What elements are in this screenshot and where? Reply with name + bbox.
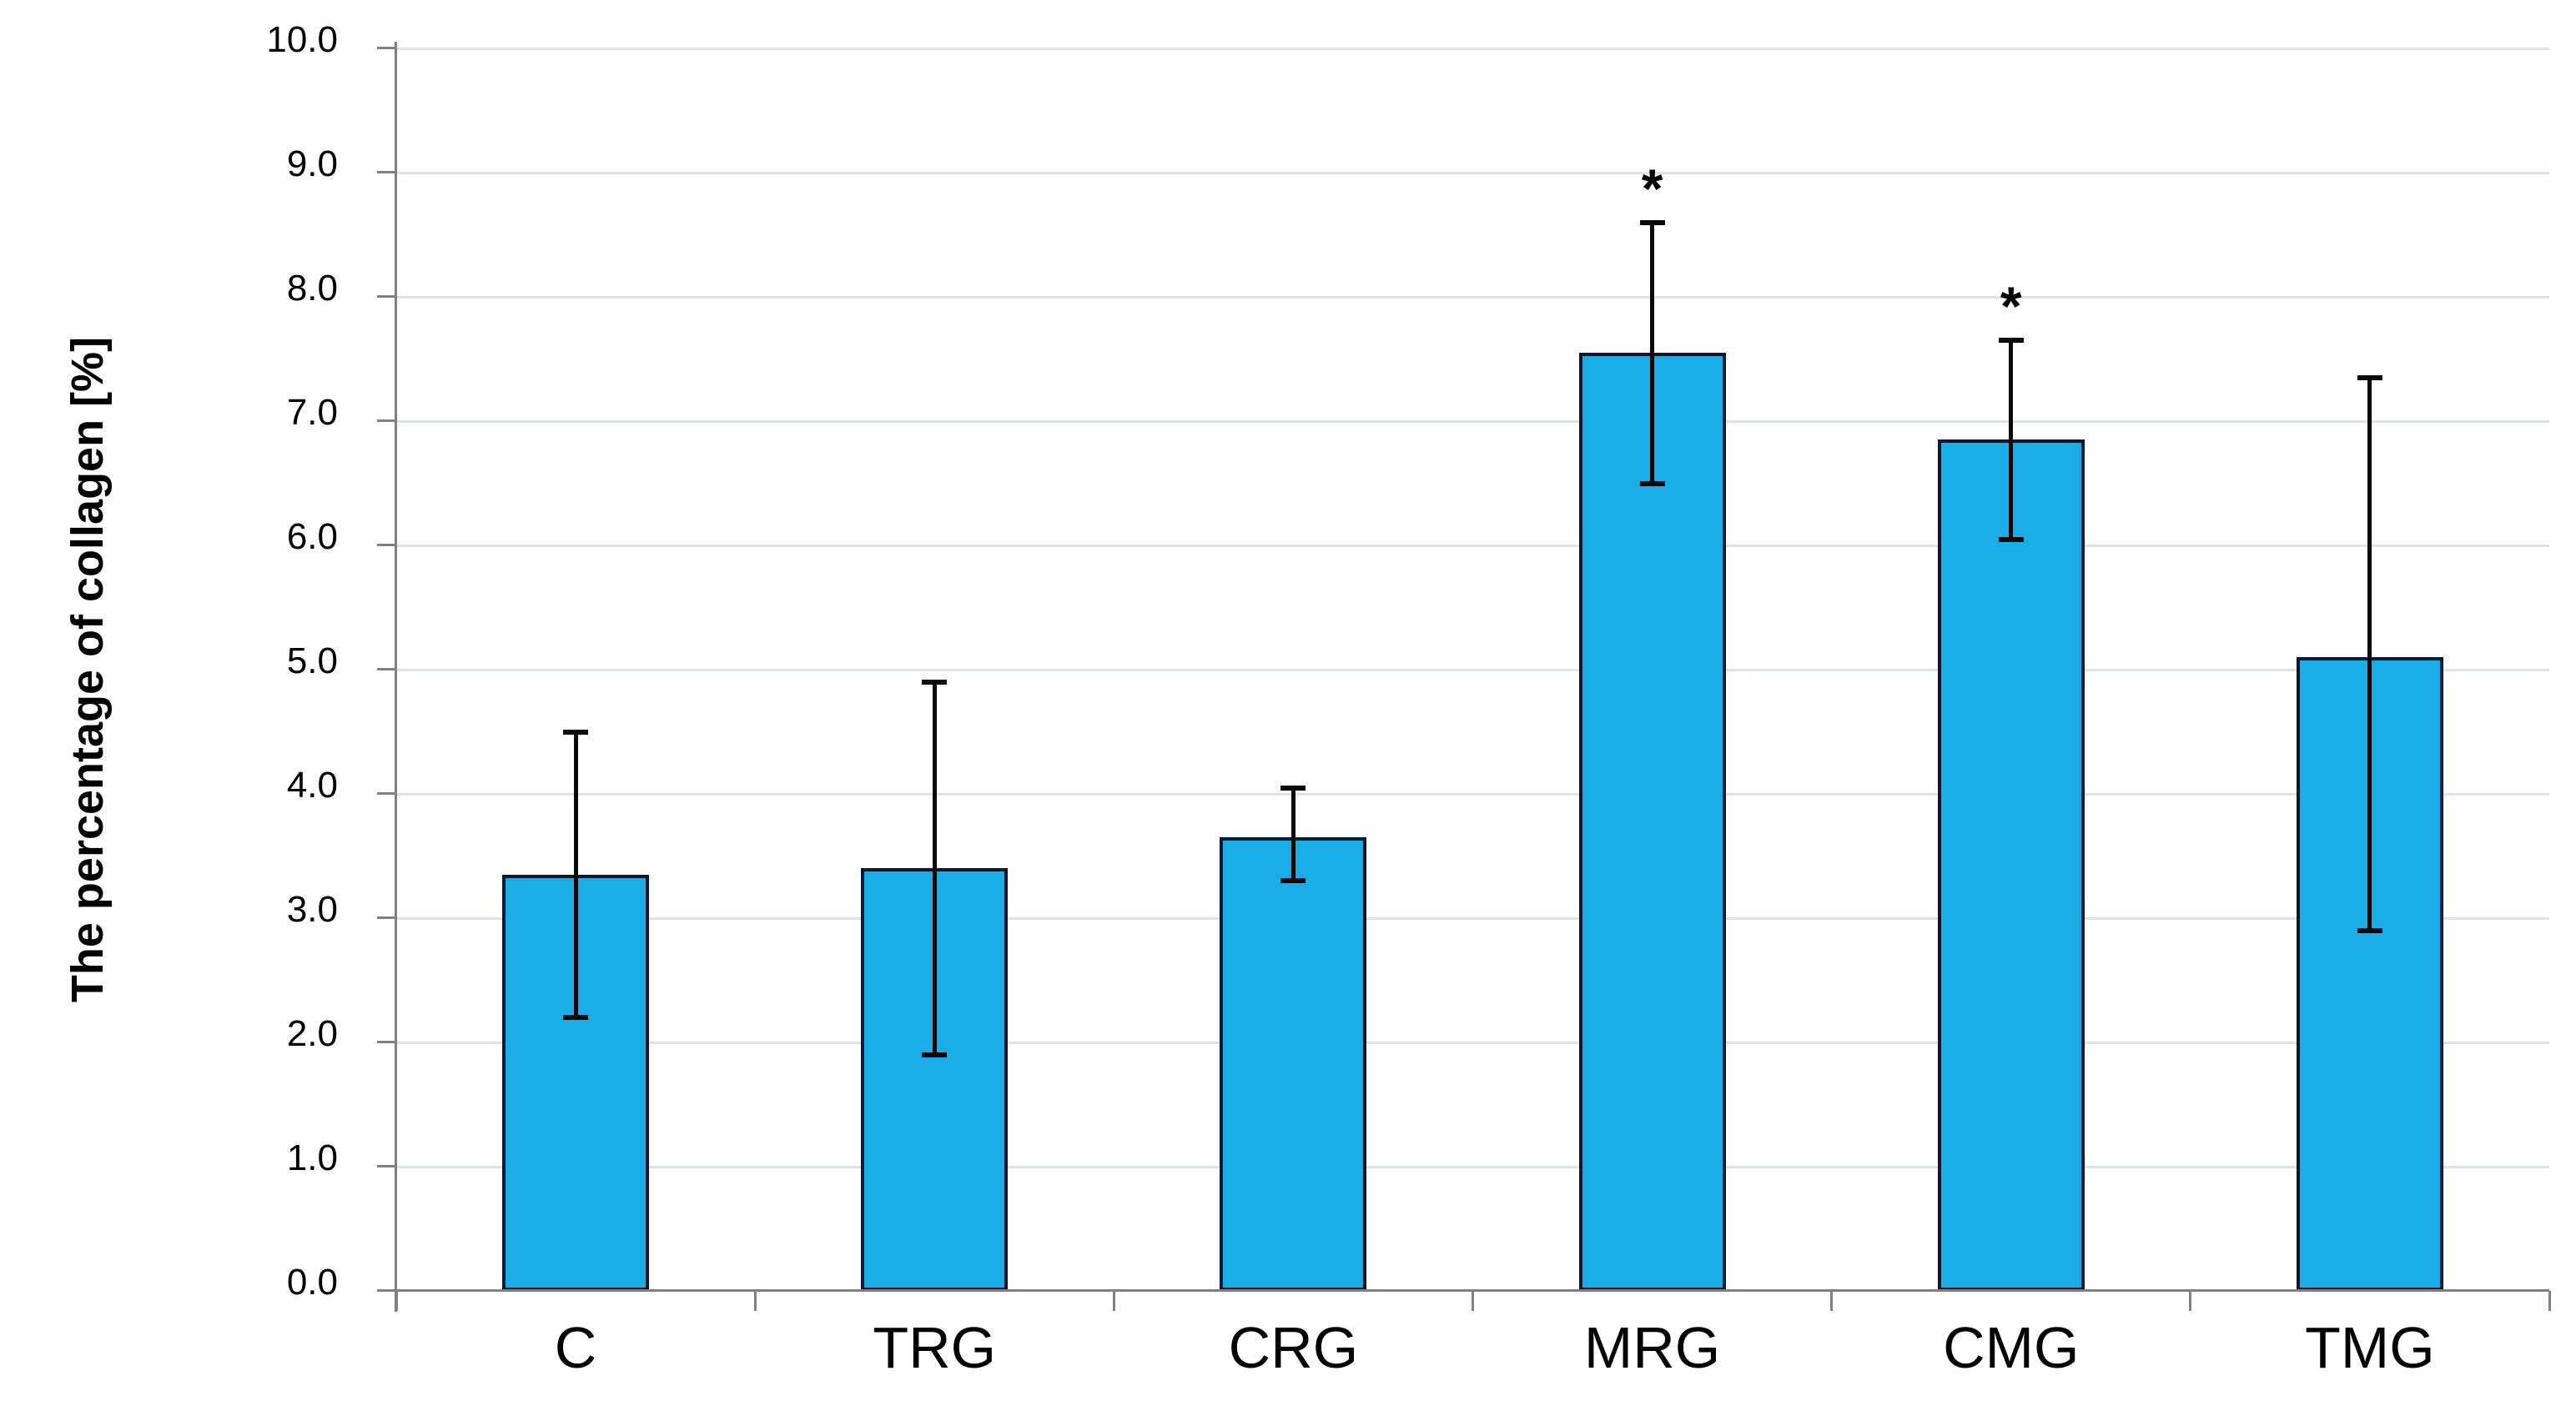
error-cap-low-CRG: [1280, 878, 1306, 884]
gridline-10: [396, 47, 2549, 50]
error-bar-TRG: [932, 681, 937, 1055]
gridline-9: [396, 171, 2549, 174]
y-tick-label-4.0: 4.0: [286, 765, 338, 806]
y-axis-title: The percentage of collagen [%]: [63, 336, 113, 1003]
bar-CRG: [1220, 837, 1367, 1291]
gridline-4: [396, 792, 2549, 796]
error-cap-high-C: [563, 729, 589, 735]
x-tick-5: [2189, 1291, 2192, 1311]
gridline-1: [396, 1165, 2549, 1168]
y-tick-label-10.0: 10.0: [266, 19, 338, 60]
x-tick-6: [2548, 1291, 2551, 1311]
y-tick-0.0: [377, 1289, 396, 1292]
y-tick-label-2.0: 2.0: [286, 1013, 338, 1054]
x-axis-line: [377, 1289, 2549, 1292]
y-tick-2.0: [377, 1041, 396, 1043]
error-cap-high-CMG: [1998, 338, 2024, 344]
error-bar-CMG: [2009, 340, 2014, 540]
category-label-TRG: TRG: [873, 1315, 997, 1380]
y-tick-label-5.0: 5.0: [286, 640, 338, 681]
y-axis-line: [395, 42, 397, 1312]
error-cap-high-MRG: [1639, 219, 1665, 225]
gridline-7: [396, 419, 2549, 423]
error-bar-C: [573, 731, 578, 1018]
y-tick-5.0: [377, 668, 396, 670]
error-bar-TMG: [2367, 377, 2372, 931]
error-cap-high-CRG: [1280, 785, 1306, 791]
error-cap-high-TRG: [922, 679, 948, 685]
category-label-CMG: CMG: [1943, 1315, 2080, 1380]
category-label-C: C: [554, 1315, 597, 1380]
y-tick-10.0: [377, 47, 396, 49]
y-tick-label-6.0: 6.0: [286, 516, 338, 557]
gridline-6: [396, 544, 2549, 547]
category-label-TMG: TMG: [2305, 1315, 2435, 1380]
y-tick-label-0.0: 0.0: [286, 1262, 338, 1303]
y-tick-3.0: [377, 916, 396, 919]
y-tick-label-1.0: 1.0: [286, 1137, 338, 1178]
bar-MRG: [1578, 353, 1726, 1291]
bar-CMG: [1937, 439, 2085, 1291]
x-tick-2: [1112, 1291, 1115, 1311]
significance-star-MRG: *: [1641, 157, 1663, 219]
gridline-2: [396, 1041, 2549, 1044]
x-tick-4: [1830, 1291, 1834, 1311]
y-tick-7.0: [377, 419, 396, 422]
y-tick-label-8.0: 8.0: [286, 268, 338, 309]
category-label-CRG: CRG: [1228, 1315, 1359, 1380]
x-tick-0: [395, 1291, 398, 1311]
y-tick-8.0: [377, 295, 396, 298]
y-tick-4.0: [377, 792, 396, 795]
error-cap-low-TRG: [922, 1052, 948, 1057]
x-tick-1: [753, 1291, 757, 1311]
error-cap-high-TMG: [2357, 374, 2382, 380]
y-tick-label-3.0: 3.0: [286, 889, 338, 930]
error-bar-MRG: [1650, 222, 1655, 484]
error-cap-low-TMG: [2357, 927, 2382, 933]
error-bar-CRG: [1291, 787, 1296, 881]
y-tick-9.0: [377, 171, 396, 173]
y-tick-label-9.0: 9.0: [286, 143, 338, 184]
y-tick-6.0: [377, 544, 396, 546]
y-tick-1.0: [377, 1165, 396, 1167]
error-cap-low-CMG: [1998, 536, 2024, 542]
gridline-3: [396, 916, 2549, 920]
significance-star-CMG: *: [2000, 275, 2022, 338]
gridline-5: [396, 668, 2549, 671]
error-cap-low-MRG: [1639, 480, 1665, 486]
gridline-8: [396, 295, 2549, 299]
x-tick-3: [1472, 1291, 1474, 1311]
y-tick-label-7.0: 7.0: [286, 392, 338, 433]
category-label-MRG: MRG: [1583, 1315, 1721, 1380]
plot-area: * *: [396, 47, 2549, 1291]
error-cap-low-C: [563, 1015, 589, 1021]
